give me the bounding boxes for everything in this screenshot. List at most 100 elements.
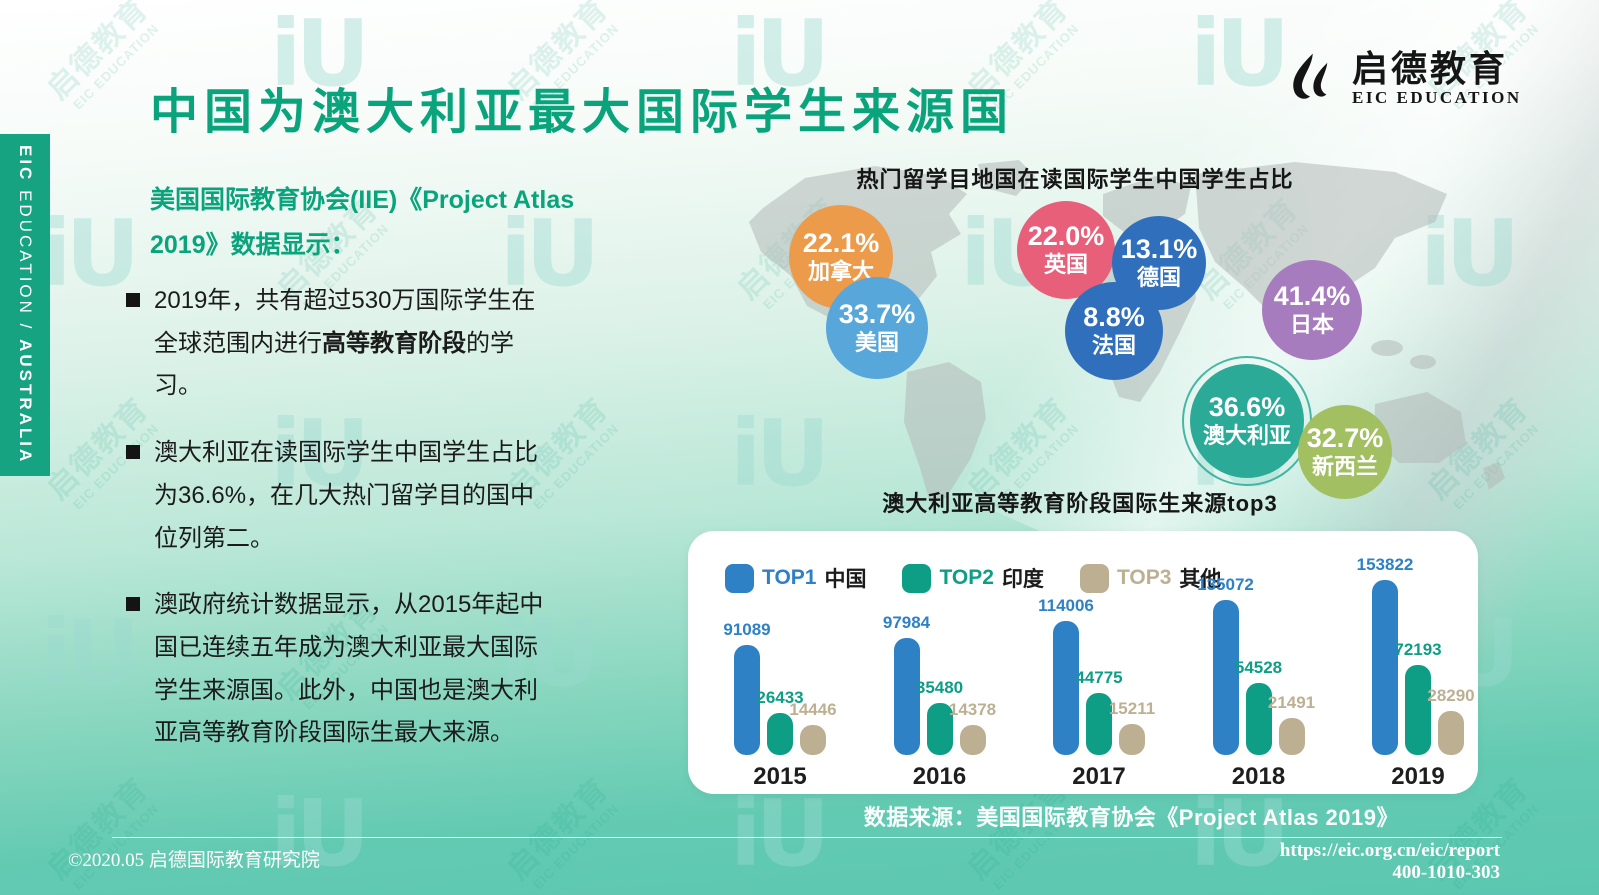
bar <box>959 725 986 755</box>
bar-group: 114006 44775 15211 2017 <box>1038 596 1155 790</box>
logo-name-en: EIC EDUCATION <box>1352 87 1522 107</box>
bar <box>893 638 920 755</box>
bar <box>1278 718 1305 755</box>
logo-name-cn: 启德教育 <box>1352 48 1509 90</box>
bubble-percent: 8.8% <box>1083 301 1145 332</box>
bar <box>1438 711 1464 755</box>
year-label: 2017 <box>1072 763 1126 790</box>
country-bubble: 33.7% 美国 <box>826 277 928 379</box>
bullet-list: 2019年，共有超过530万国际学生在全球范围内进行高等教育阶段的学习。 澳大利亚… <box>126 280 544 779</box>
bar <box>1119 724 1145 755</box>
footer-url: https://eic.org.cn/eic/report <box>1279 840 1500 861</box>
bar-group: 91089 26433 14446 2015 <box>723 620 837 790</box>
legend-item: TOP3 其他 <box>1079 563 1222 593</box>
bubble-country: 美国 <box>854 329 899 355</box>
bar-column: 26433 <box>756 688 804 755</box>
watermark-logo: iU <box>730 780 830 887</box>
bar-value-label: 35480 <box>915 678 964 697</box>
bubble-country: 澳大利亚 <box>1202 422 1291 448</box>
bar-value-label: 21491 <box>1267 693 1316 712</box>
bullet-item: 2019年，共有超过530万国际学生在全球范围内进行高等教育阶段的学习。 <box>126 280 544 408</box>
bar-value-label: 54528 <box>1234 658 1283 677</box>
bar-value-label: 135072 <box>1197 575 1254 594</box>
bubble-country: 英国 <box>1043 251 1088 277</box>
legend-name: 中国 <box>824 568 867 591</box>
year-label: 2015 <box>753 763 807 790</box>
bullet-item: 澳政府统计数据显示，从2015年起中国已连续五年成为澳大利亚最大国际学生来源国。… <box>126 584 544 755</box>
bar <box>1245 683 1272 755</box>
bar-group: 135072 54528 21491 2018 <box>1197 575 1315 790</box>
bar <box>1053 621 1079 755</box>
legend-swatch <box>1079 563 1109 593</box>
bar <box>767 713 793 755</box>
year-label: 2018 <box>1231 763 1286 790</box>
legend-swatch <box>902 563 932 593</box>
eic-logo-icon <box>1293 53 1328 99</box>
bubble-country: 日本 <box>1289 311 1334 337</box>
bar-column: 91089 <box>723 620 771 755</box>
bubble-country: 法国 <box>1091 332 1136 358</box>
watermark-logo: iU <box>40 200 140 307</box>
bar-column: 72193 <box>1394 640 1442 755</box>
legend-name: 其他 <box>1179 568 1222 591</box>
bar-chart-legend: TOP1 中国 TOP2 印度 TOP3 其他 <box>725 563 1221 593</box>
bubble-percent: 41.4% <box>1273 280 1351 311</box>
bar <box>1405 665 1431 755</box>
bar-value-label: 14378 <box>948 700 997 719</box>
bubble-chart-title: 热门留学目地国在读国际学生中国学生占比 <box>856 167 1294 192</box>
legend-item: TOP1 中国 <box>725 563 866 593</box>
bar-value-label: 72193 <box>1394 640 1442 659</box>
country-bubble: 41.4% 日本 <box>1262 260 1362 360</box>
bubble-percent: 33.7% <box>838 298 916 329</box>
bar <box>800 725 826 755</box>
bubble-percent: 36.6% <box>1208 391 1286 422</box>
bubble-percent: 22.1% <box>802 227 880 258</box>
bar-column: 153822 <box>1357 555 1413 755</box>
bar-chart-bars: 91089 26433 14446 2015 97984 35480 14378 2016 11… <box>723 555 1475 790</box>
bar-value-label: 91089 <box>723 620 771 639</box>
watermark-logo: iU <box>1190 780 1290 887</box>
bar-value-label: 15211 <box>1108 699 1156 718</box>
bar-chart-card: TOP1 中国 TOP2 印度 TOP3 其他 91089 26433 14446 2015 97… <box>688 531 1478 794</box>
year-label: 2019 <box>1391 763 1445 790</box>
bar-column: 14378 <box>949 700 996 755</box>
bar-group: 97984 35480 14378 2016 <box>883 613 996 790</box>
page-title: 中国为澳大利亚最大国际学生来源国 <box>150 86 1015 139</box>
legend-name: 印度 <box>1001 568 1044 591</box>
country-bubble: 8.8% 法国 <box>1065 282 1163 380</box>
bar-column: 21491 <box>1268 693 1315 755</box>
legend-rank: TOP3 <box>1116 566 1172 589</box>
sidebar-label: EIC EDUCATION / AUSTRALIA <box>16 145 35 465</box>
bar-column: 114006 <box>1038 596 1094 755</box>
legend-item: TOP2 印度 <box>902 563 1044 593</box>
bar-chart-title: 澳大利亚高等教育阶段国际生来源top3 <box>882 491 1278 516</box>
bar <box>1372 580 1398 755</box>
legend-rank: TOP1 <box>762 566 817 589</box>
bubble-percent: 13.1% <box>1120 233 1198 264</box>
footer-contact: https://eic.org.cn/eic/report 400-1010-3… <box>1280 840 1500 884</box>
bar-column: 28290 <box>1427 686 1475 755</box>
eic-logo: 启德教育 EIC EDUCATION <box>1282 50 1522 108</box>
bubble-percent: 32.7% <box>1306 422 1384 453</box>
data-source: 数据来源：美国国际教育协会《Project Atlas 2019》 <box>863 805 1399 830</box>
bar <box>926 703 953 755</box>
bar <box>734 645 760 755</box>
bar-column: 35480 <box>916 678 963 755</box>
bar-value-label: 26433 <box>756 688 804 707</box>
country-bubble: 22.0% 英国 <box>1017 201 1115 299</box>
bar-column: 135072 <box>1197 575 1254 755</box>
sidebar-banner: EIC EDUCATION / AUSTRALIA <box>0 134 50 476</box>
bar <box>1212 600 1239 755</box>
bullet-item: 澳大利亚在读国际学生中国学生占比为36.6%，在几大热门留学目的国中位列第二。 <box>126 432 544 560</box>
bar-column: 44775 <box>1075 668 1123 755</box>
country-bubble: 32.7% 新西兰 <box>1298 405 1392 499</box>
bar-column: 14446 <box>789 700 837 755</box>
bubble-percent: 22.0% <box>1027 220 1105 251</box>
legend-swatch <box>725 563 754 593</box>
bar-column: 97984 <box>883 613 930 755</box>
bar-value-label: 14446 <box>789 700 837 719</box>
